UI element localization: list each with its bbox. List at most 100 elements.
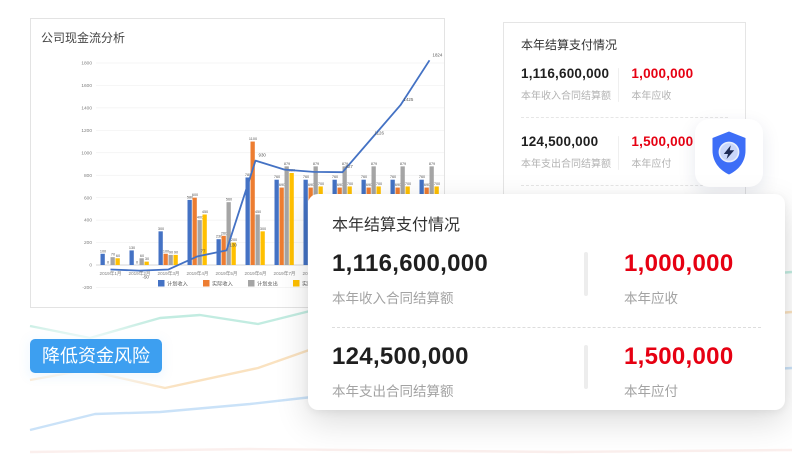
income-settlement-label: 本年收入合同结算额 [521,91,611,102]
svg-text:1425: 1425 [404,97,414,102]
expense-settlement-cell: 124,500,000 本年支出合同结算额 [521,134,618,170]
svg-text:2019年6月: 2019年6月 [245,270,267,277]
svg-text:30: 30 [145,257,149,261]
svg-text:879: 879 [400,162,406,166]
svg-text:2019年3月: 2019年3月 [158,270,180,277]
svg-text:400: 400 [84,218,92,224]
svg-text:2019年5月: 2019年5月 [216,270,238,277]
svg-text:780: 780 [245,173,251,177]
settlement-popup-card: 本年结算支付情况 1,116,600,000 本年收入合同结算额 1,000,0… [308,194,785,410]
income-settlement-cell: 1,116,600,000 本年收入合同结算额 [521,66,618,102]
svg-text:1824: 1824 [433,52,443,57]
payable-cell: 1,500,000 本年应付 [631,134,728,170]
svg-text:2019年2月: 2019年2月 [129,270,151,277]
panel-title: 本年结算支付情况 [521,38,618,52]
svg-text:600: 600 [192,193,198,197]
svg-text:200: 200 [84,240,92,246]
popup-receivable-label: 本年应收 [624,291,678,306]
popup-expense-cell: 124,500,000 本年支出合同结算额 [332,343,584,400]
security-shield-button[interactable] [695,119,763,187]
svg-text:760: 760 [390,175,396,179]
trend-line-labels: -50 77 130 930 827 1126 1425 1824 [143,52,443,279]
svg-text:400: 400 [197,216,203,220]
svg-text:计划支出: 计划支出 [257,280,278,288]
trend-line [110,59,431,272]
svg-text:690: 690 [395,183,401,187]
svg-text:690: 690 [337,183,343,187]
svg-text:1000: 1000 [81,150,92,156]
svg-text:70: 70 [111,253,115,257]
svg-text:879: 879 [429,162,435,166]
popup-income-value: 1,116,600,000 [332,250,489,277]
svg-text:560: 560 [226,198,232,202]
svg-text:60: 60 [140,254,144,258]
column-divider [584,252,588,296]
column-divider [584,345,588,389]
income-settlement-value: 1,116,600,000 [521,66,610,81]
svg-text:计划收入: 计划收入 [167,280,188,288]
dashed-separator [332,327,761,328]
chart-legend: 计划收入实际收入计划支出实际支出 [158,280,323,288]
svg-text:1100: 1100 [249,137,257,141]
svg-text:230: 230 [216,235,222,239]
svg-text:1126: 1126 [375,131,385,136]
svg-text:450: 450 [255,210,261,214]
shield-bolt-icon [712,131,746,175]
column-divider [617,68,620,102]
svg-text:0: 0 [107,261,109,265]
svg-text:700: 700 [318,182,324,186]
svg-text:879: 879 [313,162,319,166]
svg-text:2019年7月: 2019年7月 [274,270,296,277]
popup-income-label: 本年收入合同结算额 [332,291,454,306]
svg-text:760: 760 [303,175,309,179]
panel-row-expense: 124,500,000 本年支出合同结算额 1,500,000 本年应付 [521,134,728,170]
chart-title: 公司现金流分析 [41,31,126,45]
dashed-separator [521,185,728,186]
receivable-value: 1,000,000 [631,66,694,81]
popup-title: 本年结算支付情况 [332,217,461,234]
payable-label: 本年应付 [631,159,672,170]
svg-text:827: 827 [346,164,354,169]
popup-income-cell: 1,116,600,000 本年收入合同结算额 [332,250,584,307]
svg-text:700: 700 [405,182,411,186]
svg-text:879: 879 [371,162,377,166]
svg-text:690: 690 [366,183,372,187]
popup-row-expense: 124,500,000 本年支出合同结算额 1,500,000 本年应付 [332,343,761,400]
svg-text:930: 930 [259,153,267,158]
svg-text:77: 77 [201,248,206,253]
svg-text:600: 600 [84,195,92,201]
dashed-separator [521,117,728,118]
popup-payable-cell: 1,500,000 本年应付 [624,343,733,400]
payable-value: 1,500,000 [631,134,694,149]
popup-receivable-value: 1,000,000 [624,250,734,277]
svg-text:260: 260 [221,231,227,235]
svg-text:300: 300 [158,227,164,231]
bar-labels: 100 130 300 580 230 780 760 760 760 760 760 760 0 0 10… [100,137,440,264]
expense-settlement-label: 本年支出合同结算额 [521,159,611,170]
svg-text:0: 0 [136,261,138,265]
svg-text:90: 90 [169,250,173,254]
svg-text:800: 800 [84,173,92,179]
svg-text:实际收入: 实际收入 [212,280,233,288]
svg-text:700: 700 [434,182,440,186]
svg-text:760: 760 [419,175,425,179]
svg-text:879: 879 [342,162,348,166]
y-axis-labels: -200 0 200 400 600 800 1000 1200 1400 1600 1800 [81,61,92,291]
svg-text:300: 300 [260,227,266,231]
popup-payable-value: 1,500,000 [624,343,734,370]
column-divider [617,136,620,170]
popup-row-income: 1,116,600,000 本年收入合同结算额 1,000,000 本年应收 [332,250,761,307]
risk-reduction-badge: 降低资金风险 [30,339,162,373]
popup-expense-value: 124,500,000 [332,343,469,370]
svg-text:760: 760 [332,175,338,179]
bg-line-pink [29,447,792,454]
popup-expense-label: 本年支出合同结算额 [332,384,454,399]
svg-text:2019年1月: 2019年1月 [100,270,122,277]
svg-text:879: 879 [284,162,290,166]
svg-text:0: 0 [89,263,92,269]
receivable-label: 本年应收 [631,91,672,102]
svg-text:580: 580 [187,195,193,199]
svg-text:-50: -50 [143,275,150,280]
panel-row-income: 1,116,600,000 本年收入合同结算额 1,000,000 本年应收 [521,66,728,102]
